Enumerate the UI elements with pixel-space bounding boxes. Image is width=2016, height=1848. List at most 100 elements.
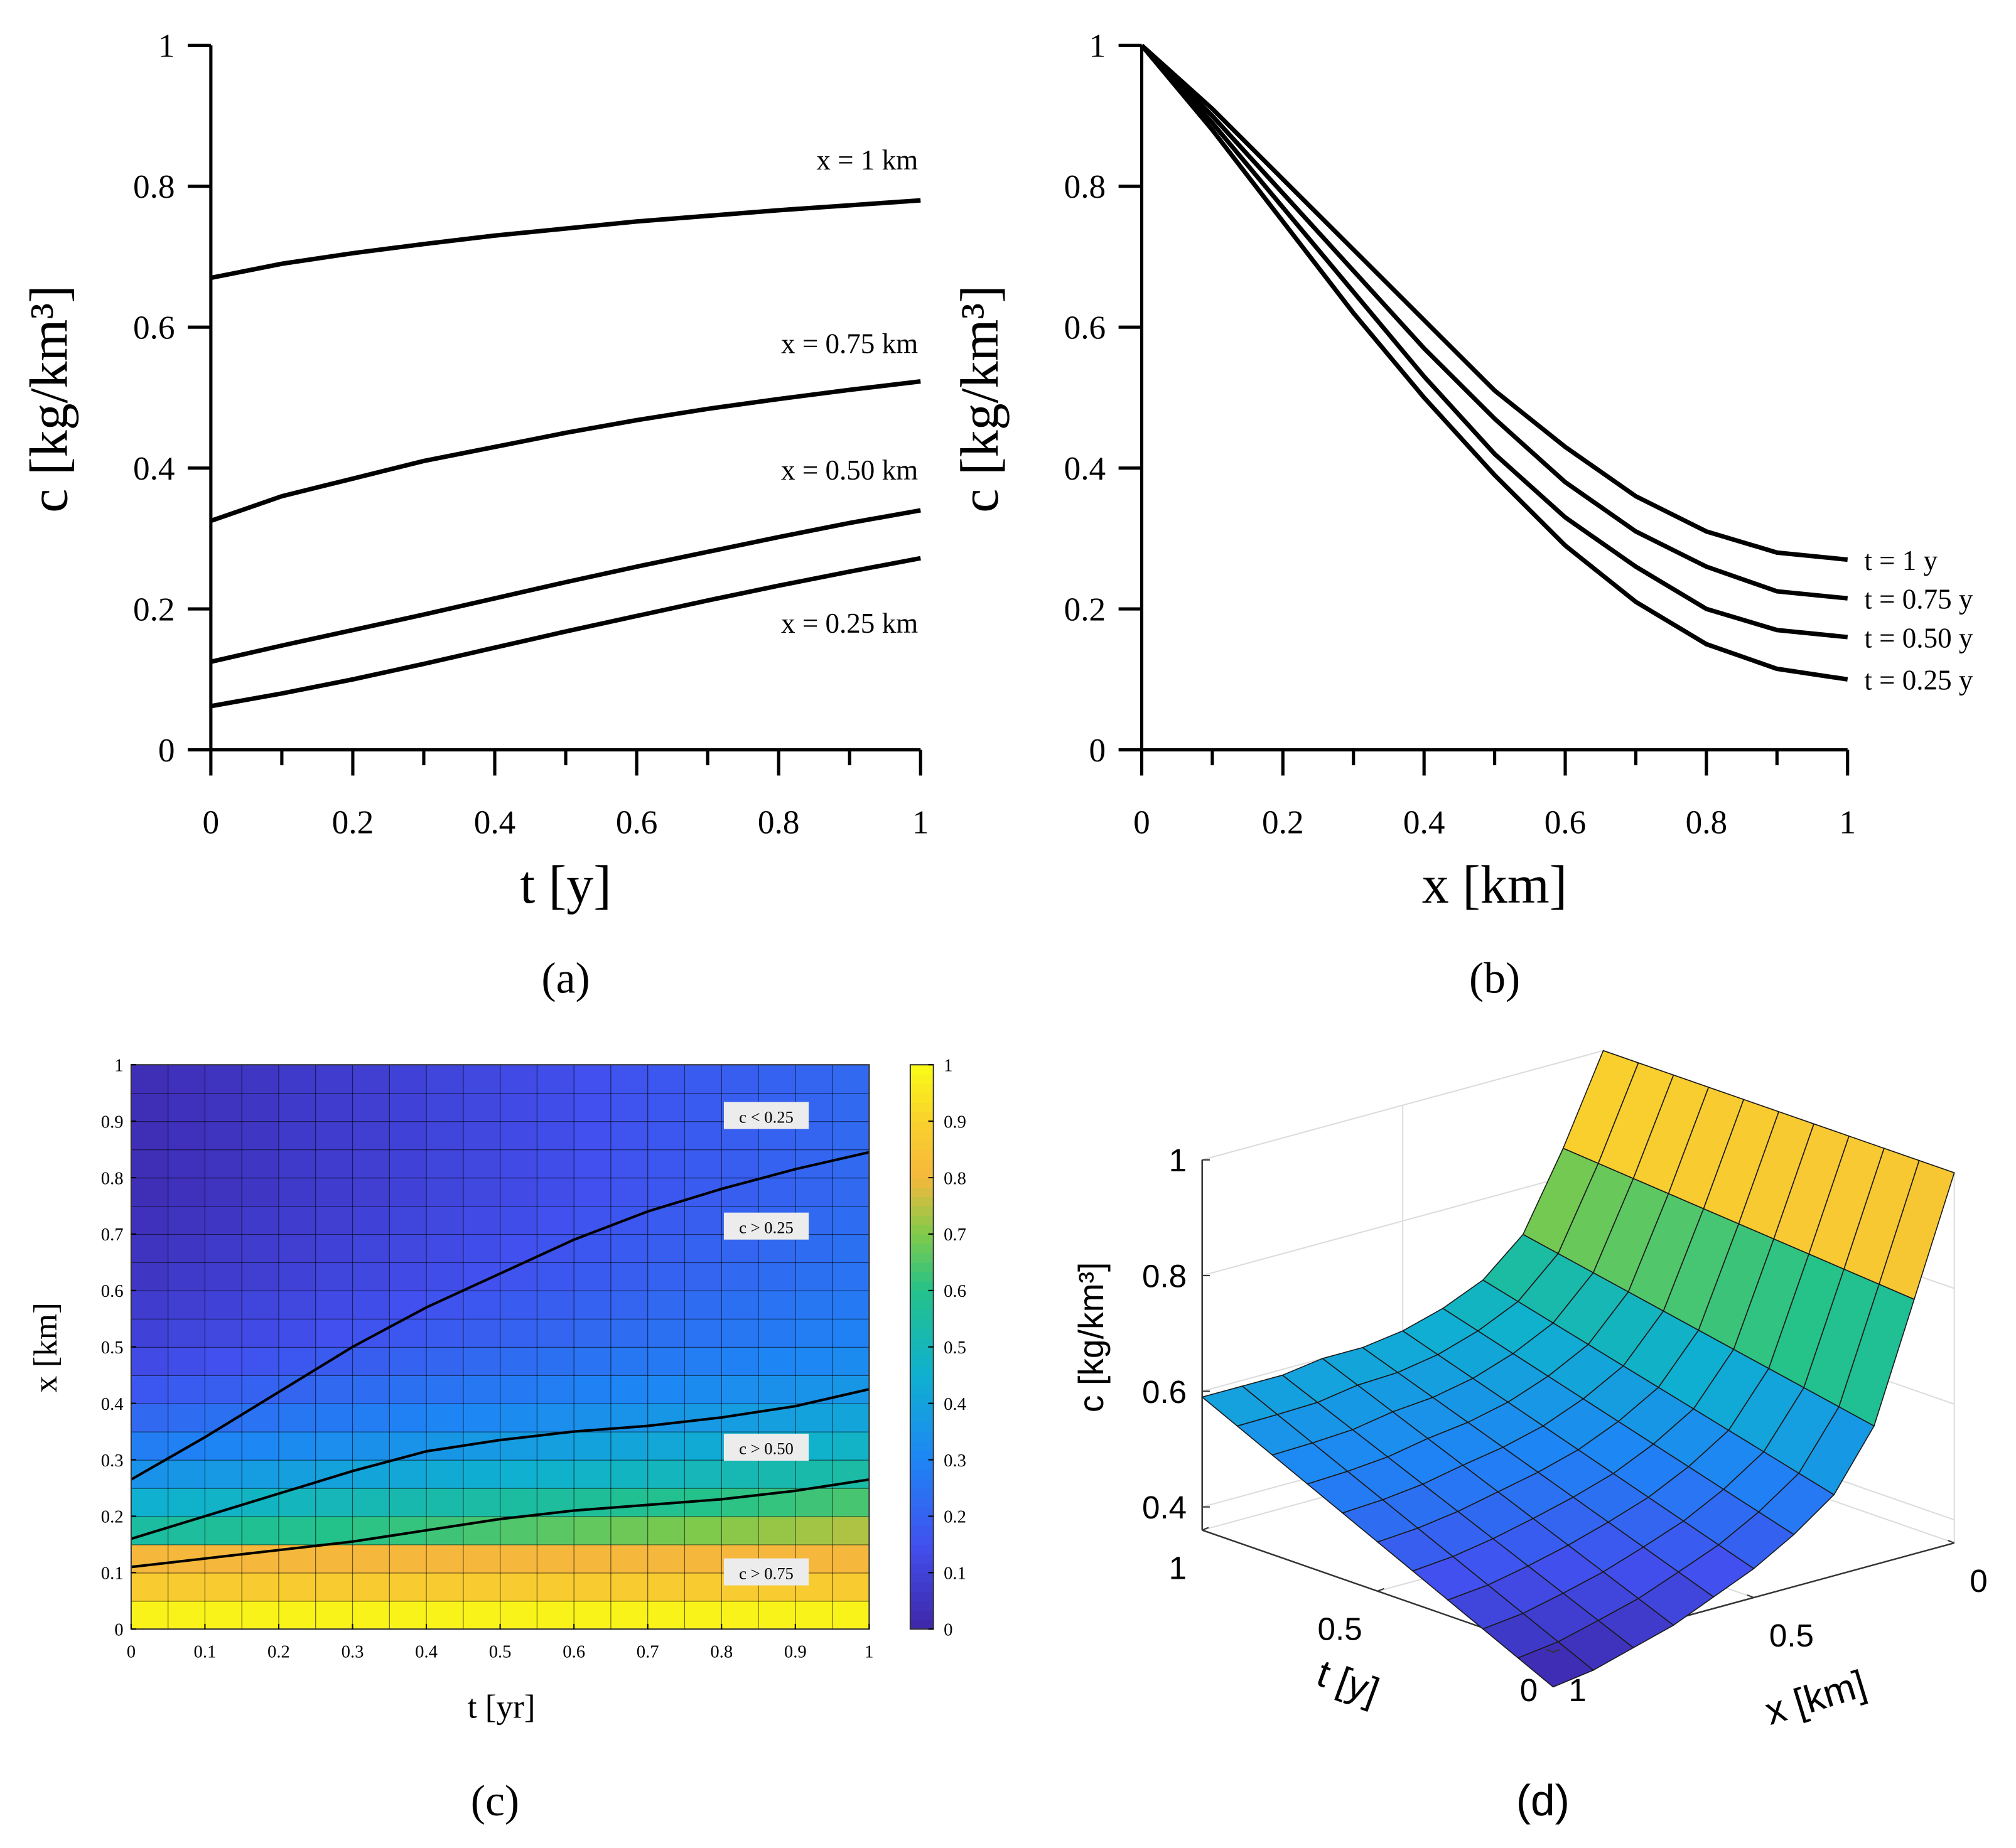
heat-cell [352,1544,391,1574]
heat-cell [647,1290,686,1320]
heat-cell [389,1120,428,1151]
heat-cell [647,1092,686,1122]
heat-cell [204,1149,243,1179]
heat-cell [426,1346,465,1376]
heat-cell [241,1431,280,1461]
heat-cell [389,1064,428,1094]
z-tick-label: 0.8 [1142,1259,1187,1294]
heat-cell [131,1318,169,1348]
heat-cell [168,1290,206,1320]
heat-cell [610,1375,649,1404]
x-tick-label: 0.1 [194,1641,217,1662]
heat-cell [241,1459,280,1489]
heat-cell [647,1149,686,1179]
heat-cell [610,1431,649,1461]
heat-cell [426,1375,465,1404]
series-line [210,379,921,524]
heat-cell [647,1600,686,1630]
colorbar-swatch [910,1384,934,1395]
heat-cell [536,1092,575,1122]
heat-cell [315,1515,353,1545]
heat-cell [684,1064,723,1094]
heat-cell [352,1290,391,1320]
heat-cell [831,1205,870,1235]
colorbar-swatch [910,1328,934,1338]
heat-cell [352,1346,391,1376]
colorbar-swatch [910,1215,934,1225]
heat-cell [241,1572,280,1602]
heat-cell [168,1459,206,1489]
heat-cell [426,1459,465,1489]
heat-cell [389,1572,428,1602]
heat-cell [426,1487,465,1517]
annotation-box [723,1433,809,1461]
heat-cell [536,1120,575,1151]
heat-cell [463,1375,501,1404]
heat-cell [315,1233,353,1264]
heat-cell [499,1205,538,1235]
x-tick-label: 0.6 [1544,804,1587,841]
heat-cell [721,1262,760,1292]
heat-cell [131,1177,169,1207]
heat-cell [168,1375,206,1404]
y-tick-label: 0.8 [133,168,175,205]
colorbar-swatch [910,1187,934,1197]
heat-cell [831,1487,870,1517]
heat-cell [499,1149,538,1179]
heat-cell [315,1600,353,1630]
heat-cell [278,1205,316,1235]
series-line [1140,43,1848,640]
colorbar-swatch [910,1196,934,1206]
heat-cell [463,1177,501,1207]
series-label: x = 0.50 km [781,454,918,486]
heat-cell [684,1459,723,1489]
panel-b: 0 0.2 0.4 0.6 0.8 1 0 0.2 0.4 0.6 0.8 1 x [km] c [kg/… [949,28,1973,1003]
t-tick [1377,1587,1384,1592]
heat-cell [352,1205,391,1235]
heat-cell [536,1177,575,1207]
heat-cell [278,1403,316,1432]
heat-cell [647,1431,686,1461]
colorbar-tick-label: 1 [944,1055,952,1075]
heat-cell [758,1375,797,1404]
x-axis-label: t [y] [520,854,612,915]
heat-cell [758,1600,797,1630]
colorbar-swatch [910,1582,934,1593]
heat-cell [721,1064,760,1094]
heat-cell [721,1318,760,1348]
heat-cell [573,1233,612,1264]
heat-cell [831,1177,870,1207]
heat-cell [315,1487,353,1517]
heat-cell [610,1515,649,1545]
heat-cell [795,1515,833,1545]
heat-cell [389,1092,428,1122]
x-tick-label: 0 [1970,1563,1987,1599]
y-tick-label: 0.2 [1064,591,1106,628]
y-tick-label: 1 [1089,28,1106,65]
heat-cell [168,1064,206,1094]
heat-cell [573,1346,612,1376]
heat-cell [684,1177,723,1207]
heat-cell [536,1544,575,1574]
colorbar-swatch [910,1281,934,1291]
x-tick [1747,1594,1754,1599]
colorbar-swatch [910,1544,934,1555]
colorbar-tick-label: 0.9 [944,1112,966,1132]
heat-cell [758,1177,797,1207]
heat-cell [426,1092,465,1122]
heat-cell [536,1459,575,1489]
colorbar-swatch [910,1412,934,1423]
annotation-box [723,1212,809,1240]
heat-cell [831,1515,870,1545]
heat-cell [204,1600,243,1630]
heat-cell [610,1205,649,1235]
heat-cell [610,1149,649,1179]
heat-cell [721,1346,760,1376]
series-line [1140,44,1848,682]
heat-cell [241,1290,280,1320]
colorbar-swatch [910,1497,934,1508]
colorbar-swatch [910,1441,934,1451]
x-tick-label: 0.6 [563,1641,585,1662]
y-tick-label: 1 [114,1055,123,1075]
